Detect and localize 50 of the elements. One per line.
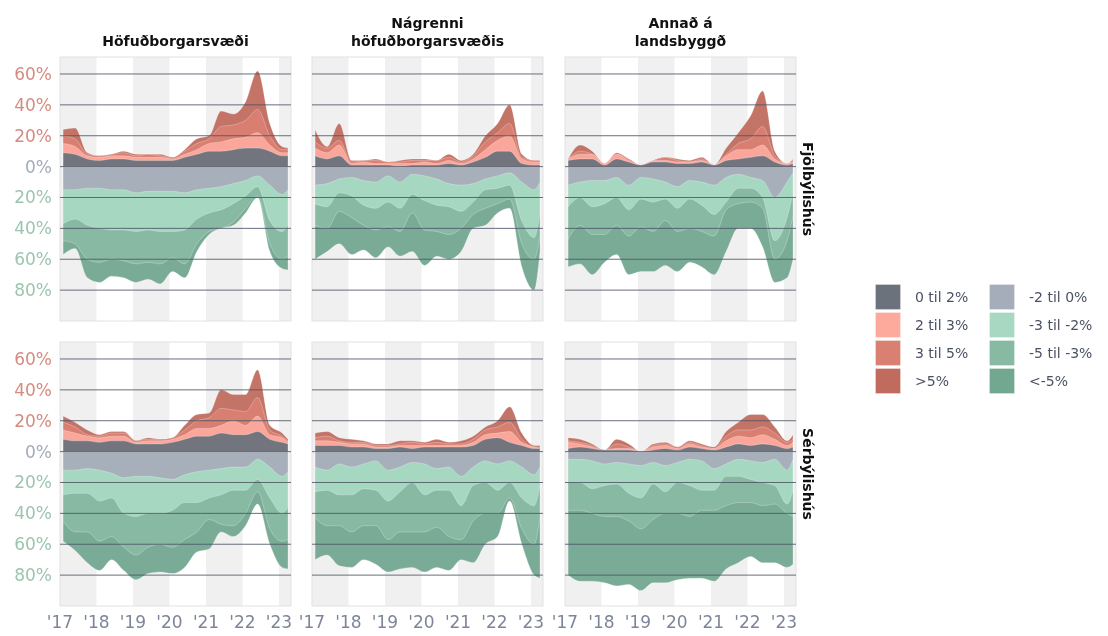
x-tick-label: '21 — [192, 612, 220, 632]
x-tick-label: '23 — [517, 612, 545, 632]
y-tick-label: 0% — [25, 156, 52, 177]
x-tick-label: '22 — [734, 612, 761, 632]
y-tick-label: 40% — [14, 503, 52, 524]
x-tick-label: '21 — [444, 612, 472, 632]
x-tick-label: '23 — [770, 612, 798, 632]
x-tick-label: '17 — [46, 612, 74, 632]
x-tick-label: '22 — [481, 612, 508, 632]
x-tick-label: '17 — [551, 612, 579, 632]
y-tick-label: 80% — [14, 565, 52, 586]
x-tick-label: '22 — [229, 612, 256, 632]
y-tick-label: 60% — [14, 348, 52, 369]
legend-label: -3 til -2% — [1029, 317, 1093, 333]
legend-label: 3 til 5% — [915, 345, 969, 361]
y-tick-label: 20% — [14, 125, 52, 146]
x-tick-label: '18 — [83, 612, 110, 632]
x-tick-label: '19 — [371, 612, 399, 632]
x-tick-label: '18 — [588, 612, 615, 632]
legend-label: -2 til 0% — [1029, 289, 1088, 305]
y-tick-label: 20% — [14, 410, 52, 431]
y-tick-label: 60% — [14, 534, 52, 555]
y2-axis-title: Fjölbýlishús — [800, 141, 816, 237]
y2-axis-title: Sérbýlishús — [800, 428, 816, 520]
chart-title: Höfuðborgarsvæði — [102, 33, 249, 49]
legend-label: -5 til -3% — [1029, 345, 1093, 361]
x-tick-label: '20 — [156, 612, 183, 632]
x-tick-label: '19 — [624, 612, 652, 632]
x-tick-label: '23 — [265, 612, 293, 632]
y-tick-label: 40% — [14, 218, 52, 239]
x-tick-label: '20 — [408, 612, 435, 632]
x-tick-label: '21 — [697, 612, 725, 632]
y-tick-label: 20% — [14, 187, 52, 208]
legend-label: <-5% — [1029, 373, 1068, 389]
y-tick-label: 0% — [25, 441, 52, 462]
x-tick-label: '20 — [661, 612, 688, 632]
chart-title: Annað á landsbyggð — [634, 15, 727, 49]
legend-label: 2 til 3% — [915, 317, 969, 333]
x-tick-label: '18 — [335, 612, 362, 632]
y-tick-label: 80% — [14, 280, 52, 301]
y-tick-label: 20% — [14, 472, 52, 493]
x-tick-label: '17 — [298, 612, 326, 632]
y-tick-label: 60% — [14, 63, 52, 84]
y-tick-label: 40% — [14, 94, 52, 115]
legend-label: 0 til 2% — [915, 289, 969, 305]
legend-label: >5% — [915, 373, 949, 389]
y-tick-label: 60% — [14, 249, 52, 270]
y-tick-label: 40% — [14, 379, 52, 400]
x-tick-label: '19 — [119, 612, 147, 632]
chart-title: Nágrenni höfuðborgarsvæðis — [350, 15, 505, 49]
